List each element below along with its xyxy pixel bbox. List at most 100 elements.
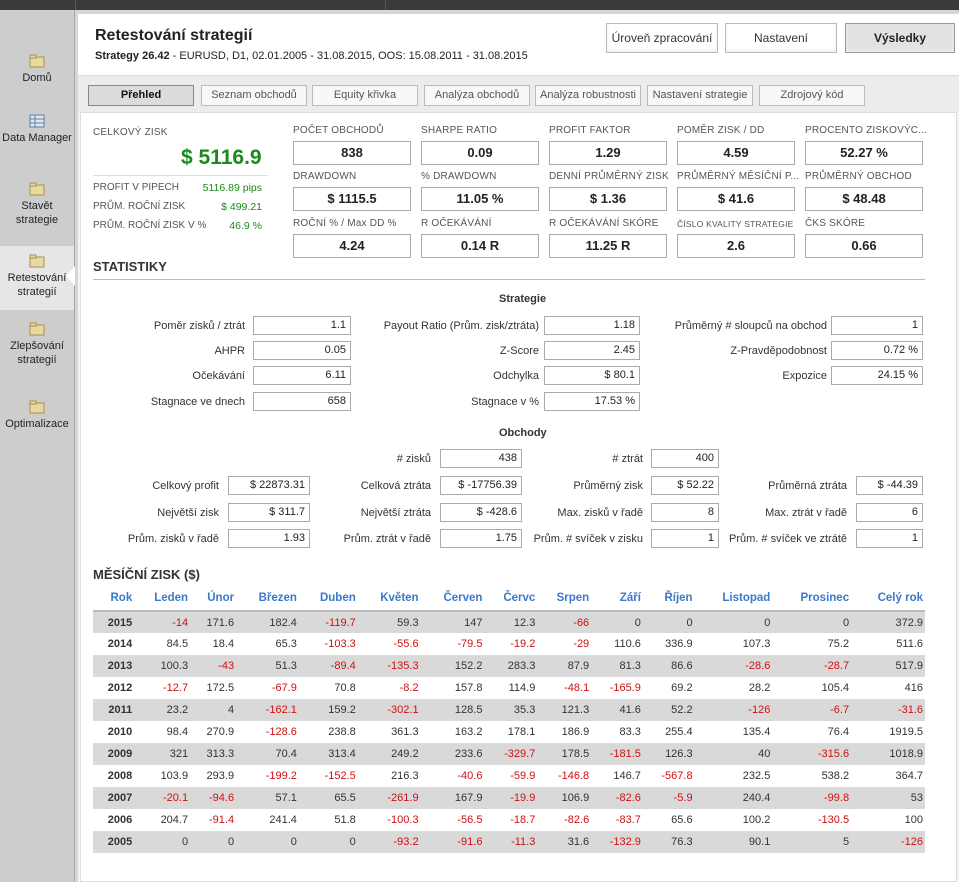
column-header[interactable]: Březen: [236, 585, 299, 612]
month-value-cell: 114.9: [508, 682, 536, 694]
month-value-cell: 178.5: [537, 743, 592, 765]
table-row: 2015 -14 171.6 182.4 -119.7 59.3 147 12.3 -66 0 0 0…: [93, 611, 925, 633]
month-value-cell: 0: [134, 831, 191, 853]
table-row: 2010 98.4 270.9 -128.6 238.8 361.3 163.2 178.1 1…: [93, 721, 925, 743]
sidebar-item-label: Zlepšování strategií: [10, 340, 64, 366]
column-header[interactable]: Duben: [298, 585, 358, 612]
column-header[interactable]: Červen: [420, 585, 485, 612]
month-value-cell: 336.9: [665, 638, 693, 650]
tab-overview[interactable]: Přehled: [88, 85, 194, 106]
sidebar-item-build-strategies[interactable]: Stavět strategie: [0, 182, 74, 234]
stat-label: Z-Score: [499, 345, 539, 357]
folder-icon: [29, 182, 45, 196]
tab-trade-analysis[interactable]: Analýza obchodů: [424, 85, 530, 106]
kpi-value: $ 1.36: [549, 187, 667, 211]
stat-label: Stagnace v %: [471, 396, 539, 408]
kpi-label: SHARPE RATIO: [421, 125, 498, 136]
strategy-details: - EURUSD, D1, 02.01.2005 - 31.08.2015, O…: [169, 50, 528, 62]
sidebar-item-retest-strategies[interactable]: Retestování strategií: [0, 246, 74, 310]
stat-label: Prům. # svíček ve ztrátě: [729, 533, 847, 545]
month-value-cell: 0: [642, 611, 695, 633]
settings-button[interactable]: Nastavení: [725, 23, 837, 53]
column-header[interactable]: Únor: [190, 585, 237, 612]
month-value-cell: 178.1: [507, 726, 536, 738]
kpi-value: 4.24: [293, 234, 411, 258]
month-value-cell: 283.3: [484, 655, 538, 677]
table-row: 2009 321 313.3 70.4 313.4 249.2 233.6 -329.7 178…: [93, 743, 925, 765]
month-value-cell: 100.3: [134, 655, 191, 677]
month-value-cell: 172.5: [206, 682, 235, 694]
month-value-cell: -162.1: [236, 699, 299, 721]
stat-label: Payout Ratio (Prům. zisk/ztráta): [383, 320, 539, 332]
table-row: 2011 23.2 4 -162.1 159.2 -302.1 128.5 35.3 121.3…: [93, 699, 925, 721]
month-value-cell: 232.5: [742, 770, 771, 782]
stat-value: 6.11: [253, 366, 351, 385]
summary-value: 5116.89 pips: [202, 182, 262, 194]
month-value-cell: -20.1: [134, 787, 191, 809]
stat-value: $ 52.22: [651, 476, 719, 495]
kpi-label: ČÍSLO KVALITY STRATEGIE: [677, 219, 794, 229]
column-header[interactable]: Celý rok: [851, 585, 925, 612]
kpi-value: 4.59: [677, 141, 795, 165]
tab-source-code[interactable]: Zdrojový kód: [759, 85, 865, 106]
month-value-cell: 538.2: [821, 770, 850, 782]
month-value-cell: 126.3: [642, 743, 695, 765]
month-value-cell: -315.6: [772, 743, 852, 765]
kpi-value: 11.25 R: [549, 234, 667, 258]
tab-robustness-analysis[interactable]: Analýza robustnosti: [535, 85, 641, 106]
month-value-cell: -5.9: [642, 787, 695, 809]
month-value-cell: -99.8: [772, 787, 852, 809]
sidebar-item-improve-strategies[interactable]: Zlepšování strategií: [0, 322, 74, 374]
month-value-cell: -128.6: [265, 726, 297, 738]
column-header[interactable]: Září: [591, 585, 643, 612]
column-header[interactable]: Prosinec: [772, 585, 852, 612]
stat-label: # zisků: [396, 453, 431, 465]
column-header[interactable]: Listopad: [694, 585, 773, 612]
stat-value: 1: [856, 529, 923, 548]
month-value-cell: 167.9: [420, 787, 485, 809]
year-cell: 2011: [93, 699, 135, 721]
page-title: Retestování strategií: [95, 27, 253, 44]
processing-level-button[interactable]: Úroveň zpracování: [606, 23, 718, 53]
stat-value: $ 311.7: [228, 503, 310, 522]
month-value-cell: 1919.5: [889, 726, 923, 738]
data-icon: [29, 114, 45, 128]
sidebar-item-data-manager[interactable]: Data Manager: [0, 114, 74, 166]
table-body: 2015 -14 171.6 182.4 -119.7 59.3 147 12.3 -66 0 0 0…: [93, 611, 925, 853]
stat-value: 658: [253, 392, 351, 411]
month-value-cell: 65.5: [298, 787, 358, 809]
month-value-cell: 364.7: [895, 770, 923, 782]
column-header[interactable]: Červc: [484, 585, 538, 612]
column-header[interactable]: Květen: [357, 585, 421, 612]
column-header[interactable]: Říjen: [642, 585, 695, 612]
stat-label: Celková ztráta: [360, 480, 431, 492]
results-button[interactable]: Výsledky: [845, 23, 955, 53]
kpi-label: POČET OBCHODŮ: [293, 125, 384, 136]
year-cell: 2014: [107, 638, 133, 650]
month-value-cell: 517.9: [851, 655, 925, 677]
monthly-profit-table: Rok Leden Únor Březen Duben Květen Červen Červc…: [93, 585, 925, 853]
month-value-cell: 233.6: [420, 743, 485, 765]
month-value-cell: 255.4: [665, 726, 693, 738]
tab-trade-list[interactable]: Seznam obchodů: [201, 85, 307, 106]
month-value-cell: 152.2: [420, 655, 485, 677]
kpi-value: 52.27 %: [805, 141, 923, 165]
sidebar-item-home[interactable]: Domů: [0, 54, 74, 94]
tab-equity-curve[interactable]: Equity křivka: [312, 85, 418, 106]
kpi-value: $ 48.48: [805, 187, 923, 211]
month-value-cell: 416: [904, 682, 923, 694]
column-header[interactable]: Srpen: [537, 585, 592, 612]
tab-strategy-settings[interactable]: Nastavení strategie: [647, 85, 753, 106]
column-header[interactable]: Leden: [134, 585, 191, 612]
sidebar-item-optimization[interactable]: Optimalizace: [0, 400, 74, 440]
month-value-cell: 511.6: [896, 638, 923, 650]
month-value-cell: -152.5: [324, 770, 356, 782]
summary-value: $ 499.21: [221, 201, 262, 213]
column-header[interactable]: Rok: [93, 585, 135, 612]
month-value-cell: -28.6: [694, 655, 773, 677]
month-value-cell: 75.2: [827, 638, 850, 650]
table-row: 2006 204.7 -91.4 241.4 51.8 -100.3 -56.5 -18.7 -…: [93, 809, 925, 831]
month-value-cell: 147: [420, 611, 485, 633]
tab-bar: Přehled Seznam obchodů Equity křivka Ana…: [78, 76, 959, 112]
kpi-value: $ 1115.5: [293, 187, 411, 211]
